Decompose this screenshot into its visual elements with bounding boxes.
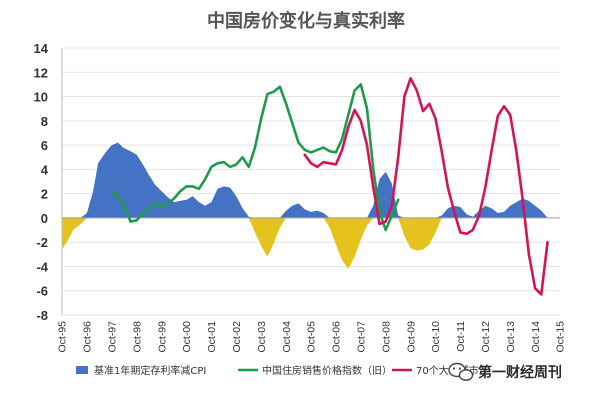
y-tick-label-6: 4	[41, 162, 49, 177]
x-tick-label-11: Oct-06	[331, 321, 343, 353]
watermark-text: 第一财经周刊	[478, 364, 562, 381]
x-tick-label-18: Oct-13	[505, 321, 517, 353]
y-tick-label-5: 2	[41, 187, 48, 202]
wechat-icon	[448, 362, 474, 381]
x-tick-label-14: Oct-09	[405, 321, 417, 353]
x-tick-label-7: Oct-02	[231, 321, 243, 353]
x-tick-label-12: Oct-07	[355, 321, 367, 353]
y-tick-label-11: 14	[34, 41, 49, 56]
y-axis-ticks: -8 -6 -4 -2 0 2 4 6 8 10 12 14	[34, 41, 49, 323]
watermark: 第一财经周刊	[448, 362, 562, 381]
x-tick-label-2: Oct-97	[106, 321, 118, 353]
y-tick-label-2: -4	[36, 259, 48, 274]
x-tick-label-4: Oct-99	[156, 321, 168, 353]
legend-label-0: 基准1年期定存利率减CPI	[94, 364, 206, 377]
y-tick-label-10: 12	[34, 65, 48, 80]
x-tick-label-0: Oct-95	[57, 321, 69, 353]
legend-swatch-0	[76, 366, 88, 374]
area-series-positive-fill	[62, 142, 548, 218]
x-tick-label-3: Oct-98	[131, 321, 143, 353]
chart-title: 中国房价变化与真实利率	[207, 10, 405, 32]
y-tick-label-0: -8	[36, 308, 48, 323]
x-tick-label-19: Oct-14	[530, 321, 542, 353]
y-tick-label-7: 6	[41, 138, 48, 153]
x-tick-label-9: Oct-04	[281, 321, 293, 353]
x-tick-label-20: Oct-15	[555, 321, 567, 353]
x-tick-label-6: Oct-01	[206, 321, 218, 353]
x-tick-label-13: Oct-08	[380, 321, 392, 353]
x-tick-label-10: Oct-05	[306, 321, 318, 353]
x-tick-label-16: Oct-11	[455, 321, 467, 352]
line-series	[110, 77, 549, 296]
y-tick-label-8: 8	[41, 114, 48, 129]
legend-label-1: 中国住房销售价格指数（旧）	[262, 364, 392, 377]
x-tick-label-15: Oct-10	[430, 321, 442, 353]
x-tick-label-8: Oct-03	[256, 321, 268, 353]
x-tick-label-5: Oct-00	[181, 321, 193, 353]
y-tick-label-9: 10	[34, 90, 48, 105]
area-series	[62, 142, 548, 269]
line-series-0	[110, 83, 400, 232]
y-tick-label-4: 0	[41, 211, 48, 226]
legend: 基准1年期定存利率减CPI 中国住房销售价格指数（旧） 70个大中城市	[76, 364, 479, 377]
y-tick-label-3: -2	[36, 235, 48, 250]
x-axis-ticks: Oct-95 Oct-96 Oct-97 Oct-98 Oct-99 Oct-00 Oct-…	[57, 321, 567, 353]
area-series-negative-fill	[62, 217, 548, 269]
line-series-1	[303, 77, 549, 296]
y-tick-label-1: -6	[36, 284, 48, 299]
x-tick-label-17: Oct-12	[480, 321, 492, 353]
x-tick-label-1: Oct-96	[82, 321, 94, 353]
